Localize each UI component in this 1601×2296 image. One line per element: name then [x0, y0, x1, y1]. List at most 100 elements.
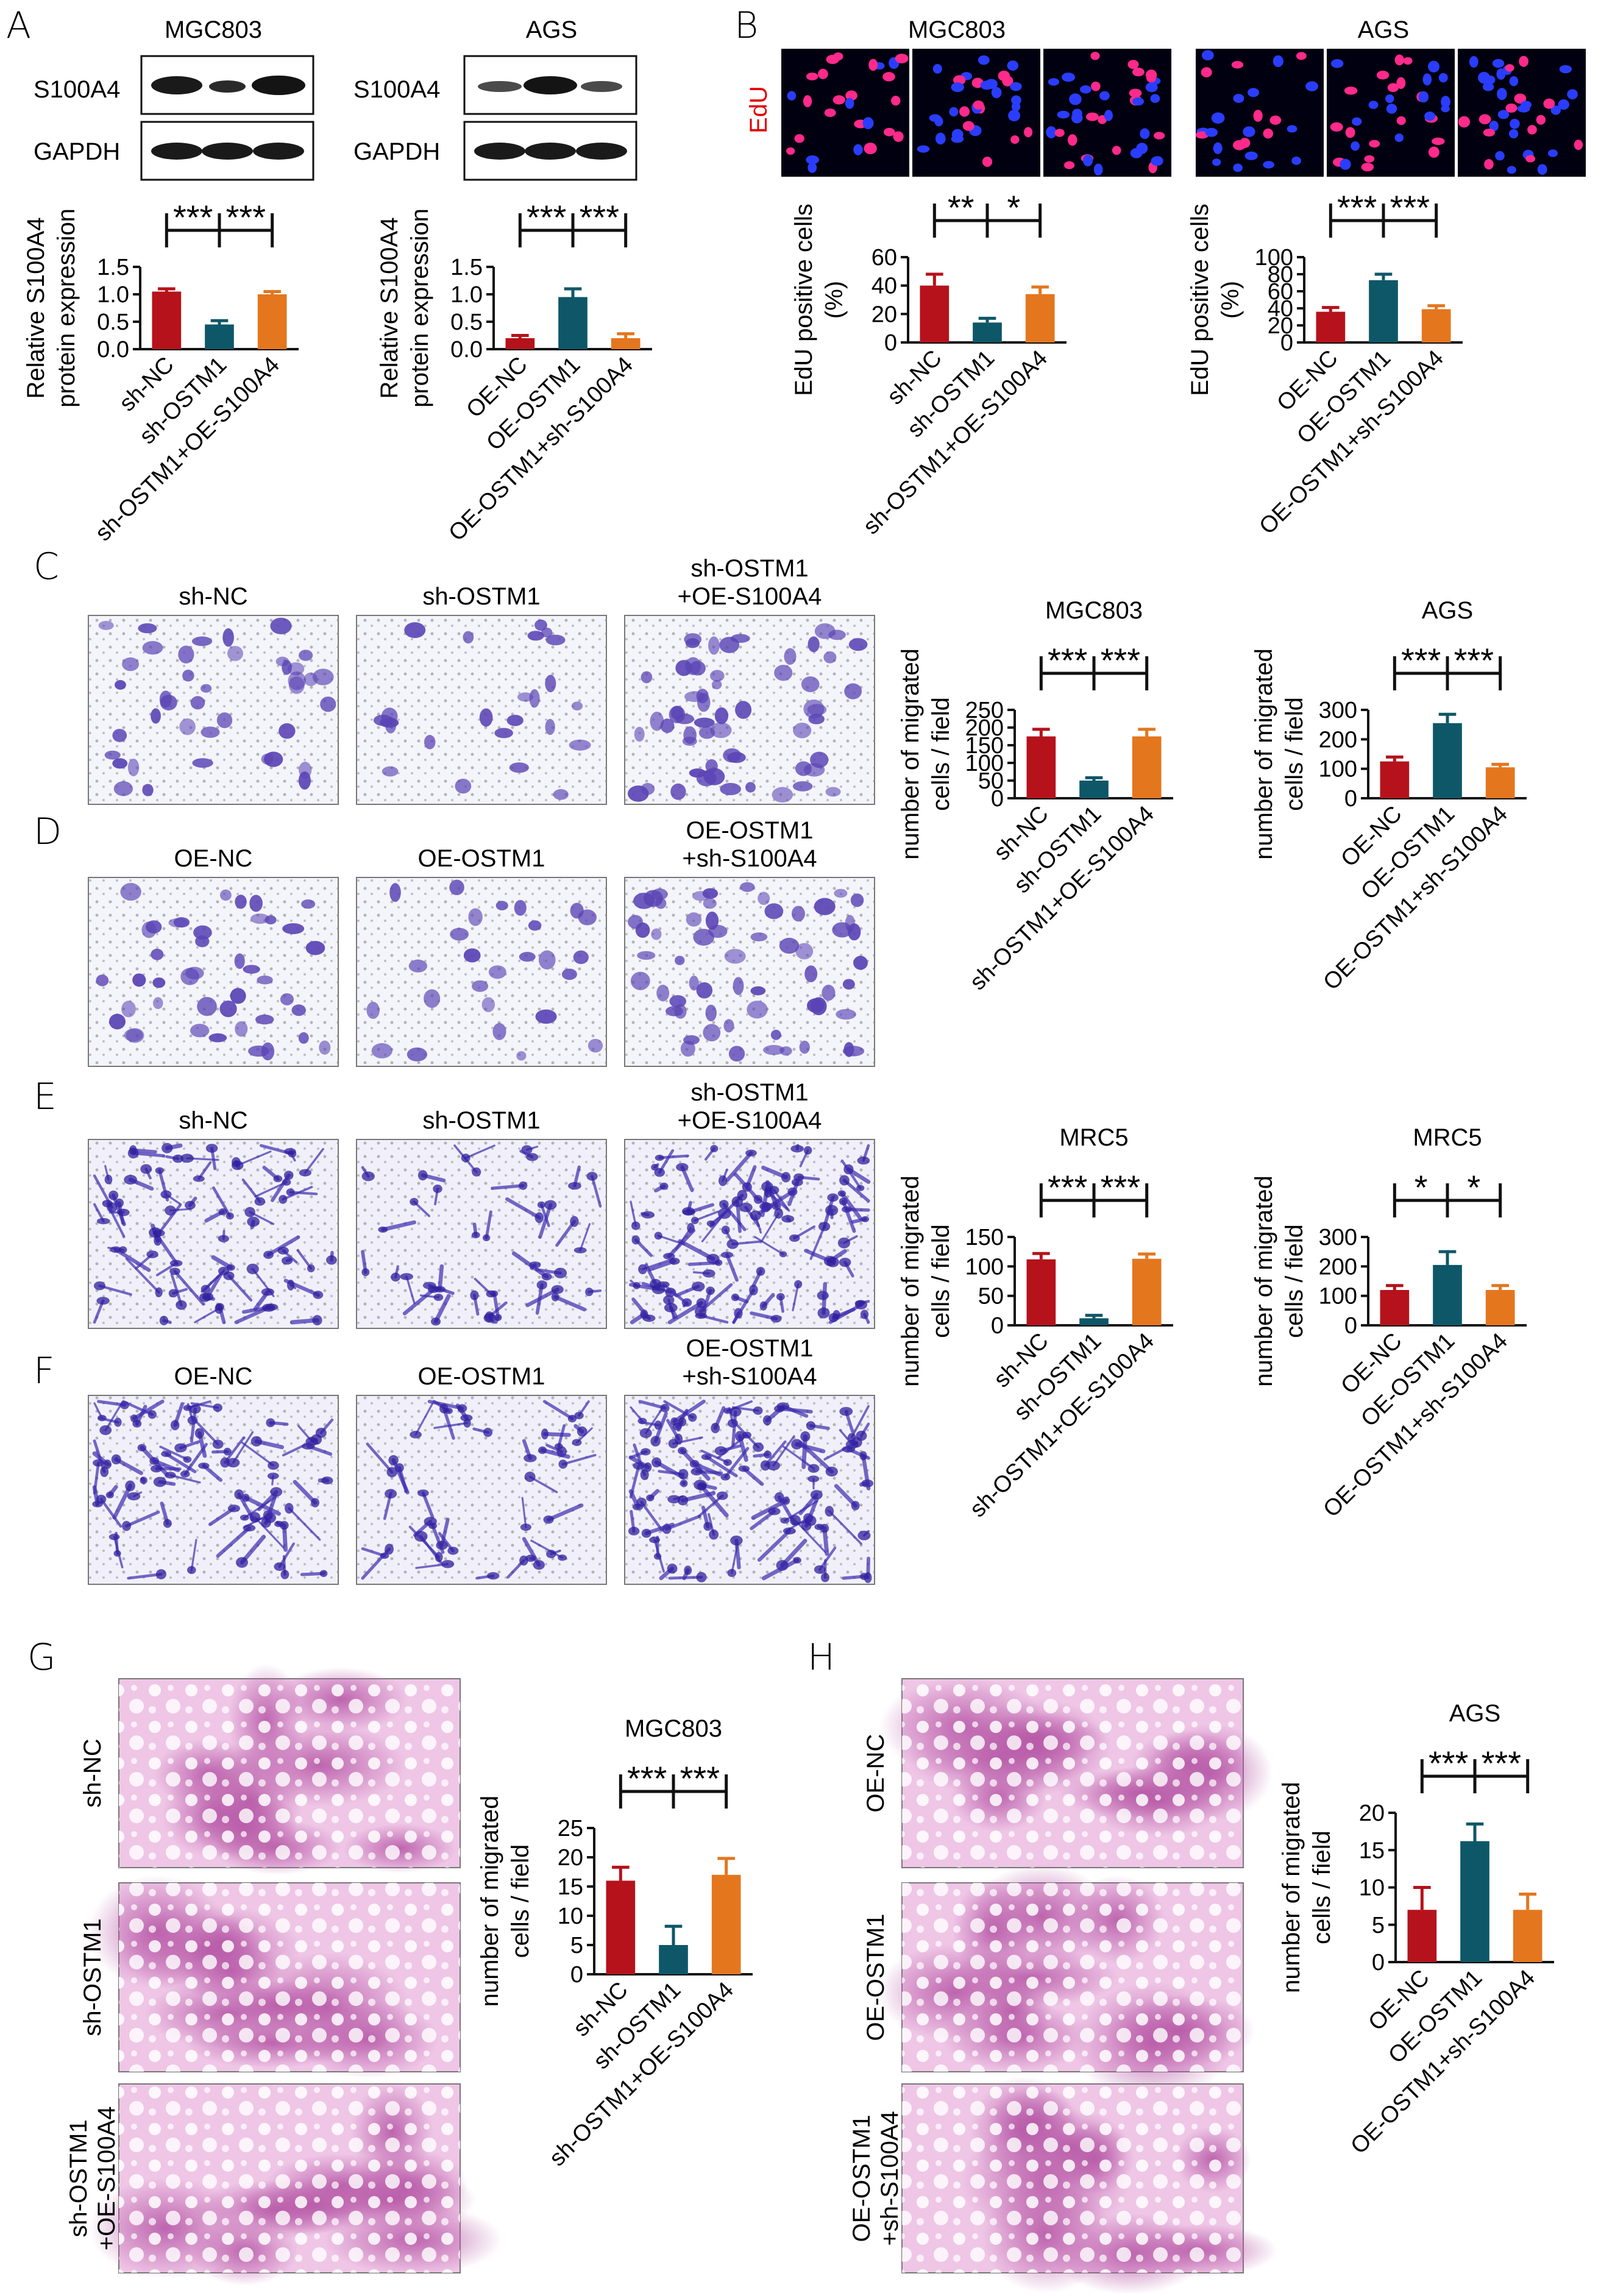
stained-cell	[311, 1498, 320, 1508]
blot-band	[151, 76, 202, 94]
edu-positive-nucleus	[1484, 158, 1494, 170]
y-tick-label: 200	[965, 715, 1004, 741]
stained-cell	[569, 739, 591, 751]
stained-cell	[720, 1473, 731, 1481]
stained-cell	[447, 1547, 459, 1555]
alveolar-spaces	[119, 1679, 460, 1868]
dapi-nucleus	[1508, 129, 1519, 139]
y-tick-label: 100	[965, 751, 1004, 776]
panel-letter-d: D	[34, 810, 62, 853]
edu-positive-nucleus	[982, 157, 993, 167]
fibroblast-process	[705, 1455, 738, 1478]
stained-cell	[248, 1045, 269, 1057]
stained-cell	[197, 997, 217, 1016]
fibroblast-process	[553, 1295, 586, 1312]
fibroblast-process	[725, 1253, 739, 1282]
edu-cell-label: AGS	[1358, 16, 1409, 43]
stained-cell	[795, 761, 812, 776]
stained-cell	[244, 1206, 255, 1217]
significance-label: ***	[1429, 1744, 1468, 1782]
stained-cell	[408, 959, 428, 973]
bar	[973, 322, 1002, 342]
stained-cell	[463, 1418, 471, 1428]
dapi-nucleus	[1418, 91, 1429, 103]
bar	[152, 291, 182, 349]
stained-cell	[814, 1565, 826, 1574]
bar	[505, 338, 535, 349]
y-tick-label: 15	[558, 1874, 583, 1900]
image-label: +OE-S100A4	[93, 2106, 120, 2251]
stained-cell	[723, 1459, 732, 1466]
dapi-nucleus	[1385, 94, 1394, 104]
dapi-nucleus	[787, 91, 797, 101]
significance-label: *	[1415, 1168, 1428, 1206]
stained-cell	[692, 891, 710, 901]
fibroblast-process	[241, 1441, 275, 1467]
stained-cell	[312, 668, 334, 686]
blot-band	[581, 81, 622, 92]
bar	[1380, 1290, 1410, 1325]
stained-cell	[806, 1421, 815, 1431]
fibroblast-process	[540, 1448, 570, 1459]
stained-cell	[282, 923, 305, 935]
stained-cell	[169, 1267, 180, 1275]
alveolar-spaces	[902, 1679, 1243, 1868]
fibroblast-process	[442, 1406, 455, 1440]
dapi-nucleus	[1205, 127, 1218, 137]
image-label: sh-OSTM1	[422, 583, 540, 610]
stained-cell	[764, 903, 784, 919]
stained-cell	[388, 1455, 399, 1465]
stained-cell	[844, 683, 862, 700]
alveolar-spaces	[119, 2084, 460, 2273]
stained-cell	[795, 943, 814, 960]
stained-cell	[664, 1303, 678, 1313]
stained-cell	[801, 1520, 812, 1531]
edu-positive-nucleus	[1098, 115, 1107, 124]
stained-cell	[463, 948, 481, 963]
fibroblast-process	[511, 1251, 549, 1279]
stained-cell	[187, 1566, 196, 1575]
edu-positive-nucleus	[1387, 83, 1399, 93]
stained-cell	[723, 1019, 734, 1033]
dapi-nucleus	[853, 144, 863, 155]
stained-cell	[843, 1042, 854, 1057]
dapi-nucleus	[1521, 101, 1532, 109]
edu-positive-nucleus	[1505, 64, 1514, 72]
y-axis-label: number of migrated	[1251, 648, 1277, 860]
edu-positive-nucleus	[891, 96, 901, 106]
edu-positive-nucleus	[959, 106, 970, 117]
edu-positive-nucleus	[1396, 116, 1406, 126]
stained-cell	[760, 1460, 770, 1471]
fibroblast-process	[525, 1288, 559, 1308]
fibroblast-process	[492, 1292, 500, 1317]
stained-cell	[321, 1476, 333, 1485]
dapi-nucleus	[1069, 93, 1082, 105]
image-label: OE-OSTM1	[862, 1914, 889, 2041]
stained-cell	[483, 1428, 493, 1437]
stained-cell	[410, 1431, 422, 1439]
stained-cell	[828, 629, 846, 640]
stained-cell	[639, 1428, 652, 1438]
edu-positive-nucleus	[1296, 52, 1307, 60]
stained-cell	[680, 1040, 695, 1057]
stained-cell	[740, 882, 755, 892]
stained-cell	[655, 1155, 664, 1161]
stained-cell	[769, 1186, 779, 1194]
blot-band	[525, 143, 576, 160]
stained-cell	[273, 1175, 283, 1183]
stained-cell	[492, 1022, 506, 1040]
stained-cell	[667, 1563, 678, 1574]
stained-cell	[257, 976, 273, 985]
image-label: sh-NC	[179, 1107, 247, 1134]
stained-cell	[817, 1307, 830, 1319]
fibroblast-process	[271, 1173, 291, 1202]
stained-cell	[516, 1051, 527, 1061]
blot-band	[252, 76, 305, 95]
fibroblast-process	[288, 1507, 321, 1541]
stained-cell	[472, 1167, 481, 1177]
stained-cell	[801, 676, 820, 692]
